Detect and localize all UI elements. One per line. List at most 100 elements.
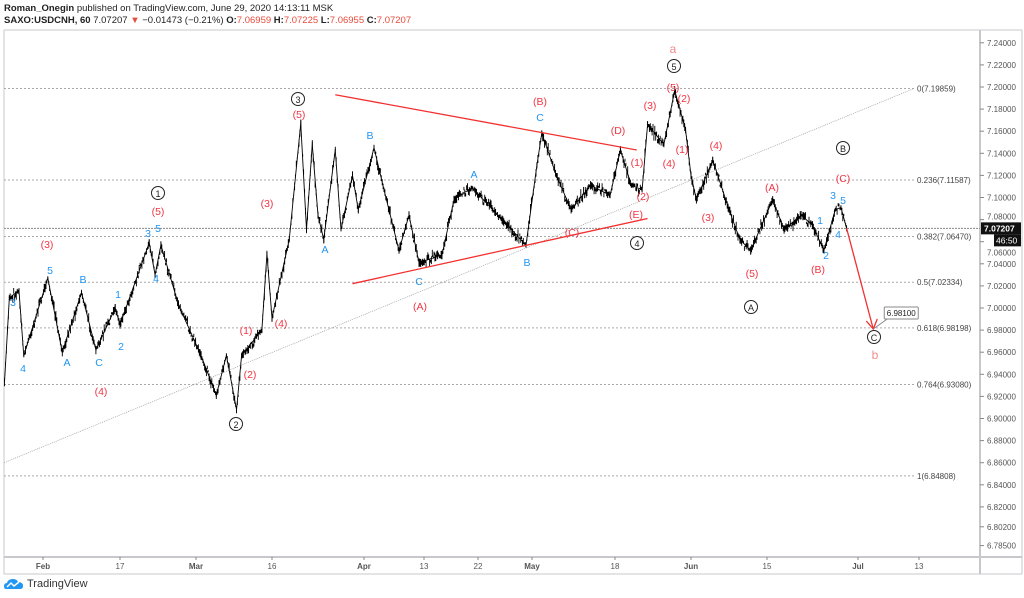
y-tick-label: 6.84000 xyxy=(987,481,1016,490)
fib-level-label: 0.236(7.11587) xyxy=(917,176,971,185)
y-tick-label: 7.14000 xyxy=(987,149,1016,158)
open-label: O: xyxy=(226,15,237,26)
wave-label-red: (B) xyxy=(811,264,825,276)
wave-label-blue: 1 xyxy=(115,289,121,301)
price-segment xyxy=(236,352,243,413)
wave-circle-icon xyxy=(867,330,881,344)
wave-label-blue: 3 xyxy=(145,228,151,240)
price-segment xyxy=(441,195,455,257)
y-tick-label: 6.88000 xyxy=(987,437,1016,446)
open-value: 7.06959 xyxy=(236,15,272,26)
tradingview-cloud-icon xyxy=(4,579,23,589)
projection-arrow xyxy=(845,228,874,330)
wave-label-blue: A xyxy=(63,357,70,369)
wave-label-blue: 5 xyxy=(840,195,846,207)
price-segment xyxy=(418,249,443,268)
wave-label-red: (5) xyxy=(152,206,165,218)
price-segment xyxy=(241,327,263,359)
price-segment xyxy=(783,211,802,234)
tradingview-logo[interactable]: TradingView xyxy=(4,578,88,590)
target-price-label: 6.98100 xyxy=(887,309,916,318)
wave-label-blue: C xyxy=(536,112,544,124)
price-segment xyxy=(536,130,543,167)
price-segment xyxy=(501,215,527,248)
author-name[interactable]: Roman_Onegin xyxy=(4,3,75,14)
price-segment xyxy=(690,171,697,202)
high-value: 7.07225 xyxy=(283,15,319,26)
price-segment xyxy=(306,142,313,234)
wave-label-pink: b xyxy=(872,348,879,362)
price-segment xyxy=(352,171,359,214)
wave-circle-icon xyxy=(667,59,681,73)
low-value: 7.06955 xyxy=(329,15,365,26)
price-segment xyxy=(334,146,342,232)
x-tick-label: 16 xyxy=(268,562,277,571)
y-tick-label: 6.86000 xyxy=(987,459,1016,468)
x-tick-label: Apr xyxy=(357,562,371,571)
wave-label-red: (4) xyxy=(663,158,676,170)
y-tick-label: 7.08000 xyxy=(987,212,1016,221)
wave-label-red: (3) xyxy=(41,239,54,251)
price-segment xyxy=(119,239,150,329)
wave-label-red: (B) xyxy=(533,96,547,108)
price-segment xyxy=(800,211,813,228)
wave-label-red: (1) xyxy=(240,325,253,337)
price-segment xyxy=(160,241,179,310)
wave-label-blue: 4 xyxy=(153,273,159,285)
wave-label-circ: 4 xyxy=(634,239,639,249)
price-segment xyxy=(590,181,611,198)
wave-label-red: (A) xyxy=(765,182,779,194)
wave-label-circ: 3 xyxy=(295,95,300,105)
x-tick-label: 17 xyxy=(116,562,125,571)
wave-label-red: (C) xyxy=(565,227,580,239)
x-tick-label: Jul xyxy=(852,562,864,571)
x-tick-label: Mar xyxy=(189,562,203,571)
price-segment xyxy=(383,188,400,254)
price-segment xyxy=(61,290,82,357)
wave-label-red: (4) xyxy=(95,386,108,398)
y-tick-label: 7.00000 xyxy=(987,304,1016,313)
wave-label-red: (D) xyxy=(611,125,626,137)
wave-label-red: (E) xyxy=(629,209,643,221)
price-segment xyxy=(200,351,217,399)
wave-circle-icon xyxy=(744,300,758,314)
wave-label-red: (3) xyxy=(702,212,715,224)
wave-label-red: (4) xyxy=(275,318,288,330)
wave-label-red: (2) xyxy=(637,191,650,203)
target-callout-line xyxy=(872,318,888,330)
fib-level-label: 0.618(6.98198) xyxy=(917,324,972,333)
wave-label-blue: C xyxy=(95,357,103,369)
price-segment xyxy=(750,196,774,255)
price-segment xyxy=(728,206,741,244)
fib-level-label: 0.764(6.93080) xyxy=(917,380,972,389)
price-segment xyxy=(471,186,503,222)
wave-label-red: (1) xyxy=(631,157,644,169)
fib-level-label: 0.382(7.06470) xyxy=(917,233,972,242)
x-tick-label: 13 xyxy=(420,562,429,571)
y-tick-label: 6.82000 xyxy=(987,503,1016,512)
red-trendline xyxy=(335,94,637,151)
price-segment xyxy=(647,121,665,147)
price-segment xyxy=(178,301,202,360)
y-tick-label: 7.12000 xyxy=(987,171,1016,180)
wave-label-circ: A xyxy=(748,303,754,313)
wave-label-red: (2) xyxy=(244,369,257,381)
y-tick-label: 6.90000 xyxy=(987,415,1016,424)
symbol-name[interactable]: SAXO:USDCNH, 60 xyxy=(4,15,91,26)
y-tick-label: 6.92000 xyxy=(987,392,1016,401)
wave-label-red: (5) xyxy=(293,109,306,121)
publish-line: Roman_Onegin published on TradingView.co… xyxy=(4,3,333,14)
wave-label-red: (2) xyxy=(678,93,691,105)
y-tick-label: 7.20000 xyxy=(987,83,1016,92)
price-segment xyxy=(609,147,621,199)
price-segment xyxy=(357,146,375,213)
x-tick-label: 15 xyxy=(763,562,772,571)
wave-label-pink: a xyxy=(670,42,677,56)
wave-label-blue: 5 xyxy=(155,223,161,235)
price-segment xyxy=(695,157,714,204)
y-tick-label: 6.94000 xyxy=(987,370,1016,379)
wave-label-blue: 4 xyxy=(20,363,26,375)
wave-label-blue: 2 xyxy=(118,341,124,353)
wave-label-blue: B xyxy=(366,130,373,142)
